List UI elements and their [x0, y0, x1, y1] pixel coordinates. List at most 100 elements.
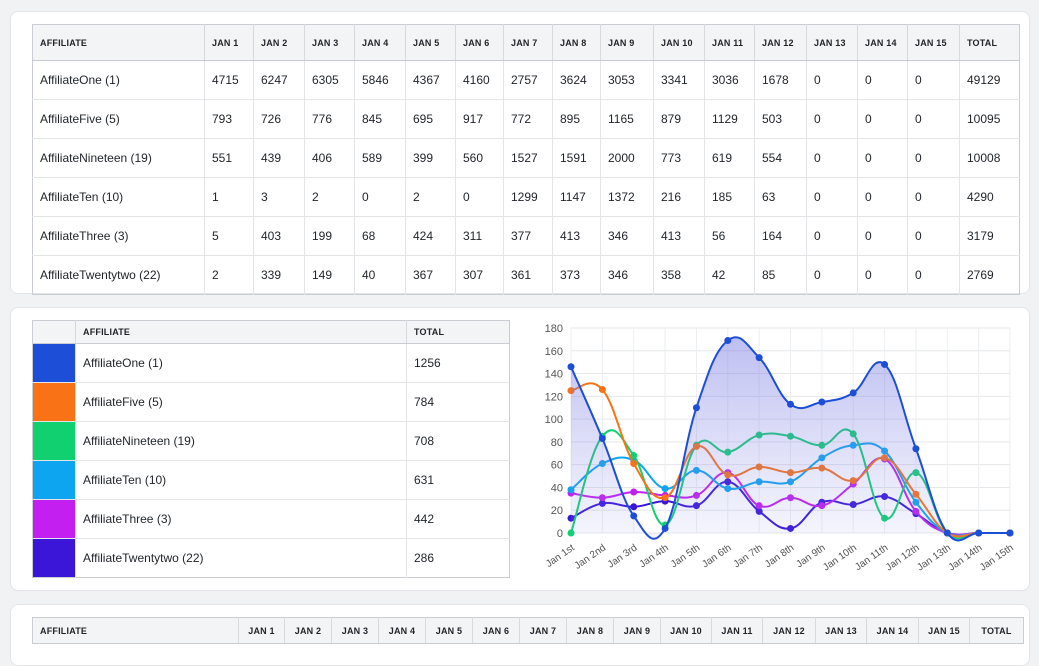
- data-point[interactable]: [975, 529, 983, 537]
- column-header-jan-7[interactable]: JAN 7: [503, 24, 553, 61]
- value-cell: 895: [552, 99, 601, 139]
- y-tick-label: 0: [557, 528, 563, 540]
- legend-total-header[interactable]: TOTAL: [406, 320, 510, 344]
- value-cell: 2757: [503, 60, 553, 100]
- series-line: [570, 336, 1010, 542]
- value-cell: 358: [653, 255, 705, 295]
- value-cell: 776: [304, 99, 355, 139]
- value-cell: 10095: [959, 99, 1020, 139]
- data-point[interactable]: [661, 524, 669, 532]
- column-header-jan-15[interactable]: JAN 15: [918, 617, 970, 644]
- column-header-jan-4[interactable]: JAN 4: [354, 24, 406, 61]
- column-header-jan-5[interactable]: JAN 5: [405, 24, 456, 61]
- affiliate-name-cell: AffiliateOne (1): [32, 60, 205, 100]
- data-point[interactable]: [567, 363, 575, 371]
- value-cell: 346: [600, 216, 654, 256]
- column-header-jan-11[interactable]: JAN 11: [704, 24, 755, 61]
- value-cell: 4715: [204, 60, 254, 100]
- column-header-jan-3[interactable]: JAN 3: [331, 617, 379, 644]
- data-point[interactable]: [630, 460, 638, 468]
- column-header-jan-3[interactable]: JAN 3: [304, 24, 355, 61]
- legend-row[interactable]: AffiliateOne (1) 1256: [32, 343, 510, 383]
- column-header-jan-9[interactable]: JAN 9: [600, 24, 654, 61]
- data-point[interactable]: [598, 386, 606, 393]
- column-header-jan-1[interactable]: JAN 1: [238, 617, 285, 644]
- legend-total-value: 708: [406, 421, 510, 461]
- column-header-jan-14[interactable]: JAN 14: [866, 617, 919, 644]
- legend-total-value: 442: [406, 499, 510, 539]
- column-header-total[interactable]: TOTAL: [969, 617, 1024, 644]
- legend-affiliate-header[interactable]: AFFILIATE: [75, 320, 407, 344]
- y-tick-label: 120: [545, 391, 563, 403]
- column-header-affiliate[interactable]: AFFILIATE: [32, 617, 239, 644]
- data-point[interactable]: [849, 389, 857, 397]
- value-cell: 1299: [503, 177, 553, 217]
- affiliate-name-cell: AffiliateFive (5): [32, 99, 205, 139]
- data-point[interactable]: [630, 512, 638, 520]
- data-point[interactable]: [881, 360, 889, 368]
- data-point[interactable]: [1006, 529, 1014, 537]
- value-cell: 149: [304, 255, 355, 295]
- value-cell: 773: [653, 138, 705, 178]
- column-header-jan-7[interactable]: JAN 7: [519, 617, 567, 644]
- value-cell: 199: [304, 216, 355, 256]
- column-header-jan-15[interactable]: JAN 15: [907, 24, 960, 61]
- value-cell: 1591: [552, 138, 601, 178]
- legend-color-fill: [33, 539, 75, 577]
- column-header-jan-13[interactable]: JAN 13: [806, 24, 858, 61]
- value-cell: 589: [354, 138, 406, 178]
- legend-row[interactable]: AffiliateTwentytwo (22) 286: [32, 538, 510, 578]
- y-tick-label: 20: [551, 505, 563, 517]
- data-point[interactable]: [943, 529, 951, 537]
- column-header-jan-6[interactable]: JAN 6: [472, 617, 520, 644]
- data-point[interactable]: [912, 445, 920, 453]
- data-point[interactable]: [661, 494, 669, 502]
- y-tick-label: 40: [551, 482, 563, 494]
- value-cell: 3: [253, 177, 305, 217]
- column-header-jan-14[interactable]: JAN 14: [857, 24, 908, 61]
- column-header-jan-12[interactable]: JAN 12: [754, 24, 807, 61]
- data-point[interactable]: [630, 488, 638, 496]
- value-cell: 0: [907, 60, 960, 100]
- value-cell: 0: [806, 255, 858, 295]
- value-cell: 439: [253, 138, 305, 178]
- column-header-jan-2[interactable]: JAN 2: [253, 24, 305, 61]
- data-point[interactable]: [630, 503, 638, 511]
- column-header-jan-11[interactable]: JAN 11: [711, 617, 763, 644]
- legend-row[interactable]: AffiliateNineteen (19) 708: [32, 421, 510, 461]
- column-header-jan-5[interactable]: JAN 5: [425, 617, 473, 644]
- column-header-jan-10[interactable]: JAN 10: [653, 24, 705, 61]
- column-header-jan-10[interactable]: JAN 10: [660, 617, 712, 644]
- data-point[interactable]: [818, 398, 826, 406]
- column-header-affiliate[interactable]: AFFILIATE: [32, 24, 205, 61]
- data-point[interactable]: [661, 485, 669, 493]
- legend-row[interactable]: AffiliateFive (5) 784: [32, 382, 510, 422]
- data-point[interactable]: [724, 337, 732, 345]
- column-header-jan-6[interactable]: JAN 6: [455, 24, 504, 61]
- data-point[interactable]: [692, 404, 700, 412]
- column-header-jan-1[interactable]: JAN 1: [204, 24, 254, 61]
- affiliate-name-cell: AffiliateThree (3): [32, 216, 205, 256]
- legend-row[interactable]: AffiliateThree (3) 442: [32, 499, 510, 539]
- value-cell: 3624: [552, 60, 601, 100]
- data-point[interactable]: [598, 434, 606, 442]
- column-header-jan-8[interactable]: JAN 8: [552, 24, 601, 61]
- value-cell: 695: [405, 99, 456, 139]
- y-tick-label: 80: [551, 437, 563, 449]
- data-point[interactable]: [630, 452, 638, 460]
- column-header-total[interactable]: TOTAL: [959, 24, 1020, 61]
- value-cell: 3053: [600, 60, 654, 100]
- y-tick-label: 180: [545, 323, 563, 335]
- column-header-jan-4[interactable]: JAN 4: [378, 617, 426, 644]
- column-header-jan-2[interactable]: JAN 2: [284, 617, 332, 644]
- legend-color-fill: [33, 383, 75, 421]
- data-point[interactable]: [787, 400, 794, 408]
- column-header-jan-12[interactable]: JAN 12: [762, 617, 816, 644]
- x-tick-label: Jan 2nd: [573, 542, 608, 571]
- data-point[interactable]: [755, 354, 763, 362]
- column-header-jan-8[interactable]: JAN 8: [566, 617, 614, 644]
- value-cell: 56: [704, 216, 755, 256]
- legend-row[interactable]: AffiliateTen (10) 631: [32, 460, 510, 500]
- column-header-jan-9[interactable]: JAN 9: [613, 617, 661, 644]
- column-header-jan-13[interactable]: JAN 13: [815, 617, 867, 644]
